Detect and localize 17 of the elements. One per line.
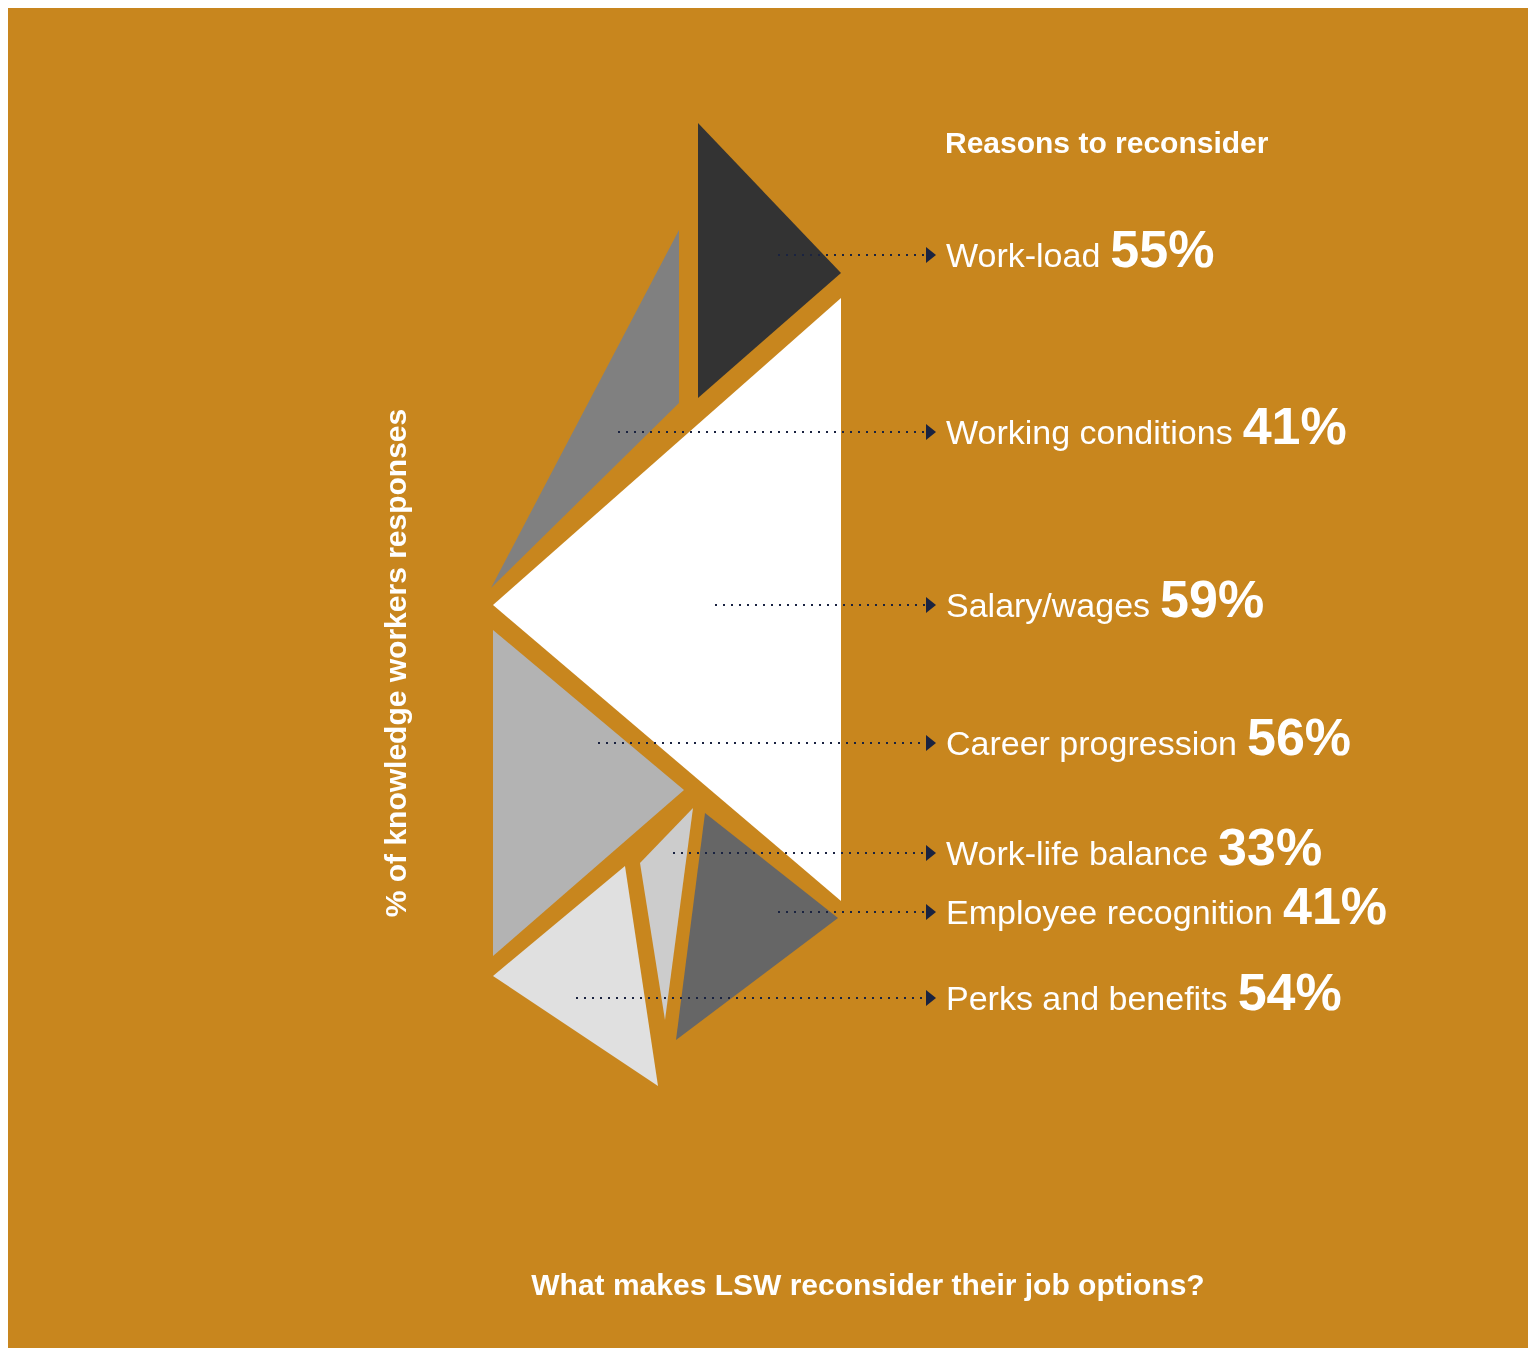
data-label: 41% [1282,877,1388,935]
data-label: 55% [1110,220,1215,278]
category-label: Work-load [946,236,1101,274]
text: Reasons to reconsider [945,126,1269,159]
category-label: Salary/wages [946,586,1151,624]
category-label: Career progression [946,724,1238,762]
text: What makes LSW reconsider their job options? [531,1268,1205,1301]
category-label: Employee recognition [946,893,1273,931]
category-label: Perks and benefits [946,979,1228,1017]
data-label: 59% [1160,570,1265,628]
category-label: Working conditions [946,413,1233,451]
data-label: 41% [1242,397,1347,455]
text: % of knowledge workers responses [379,408,412,918]
data-label: 33% [1218,818,1323,876]
data-label: 54% [1237,963,1342,1021]
data-label: 56% [1247,708,1352,766]
category-label: Work-life balance [946,834,1209,872]
